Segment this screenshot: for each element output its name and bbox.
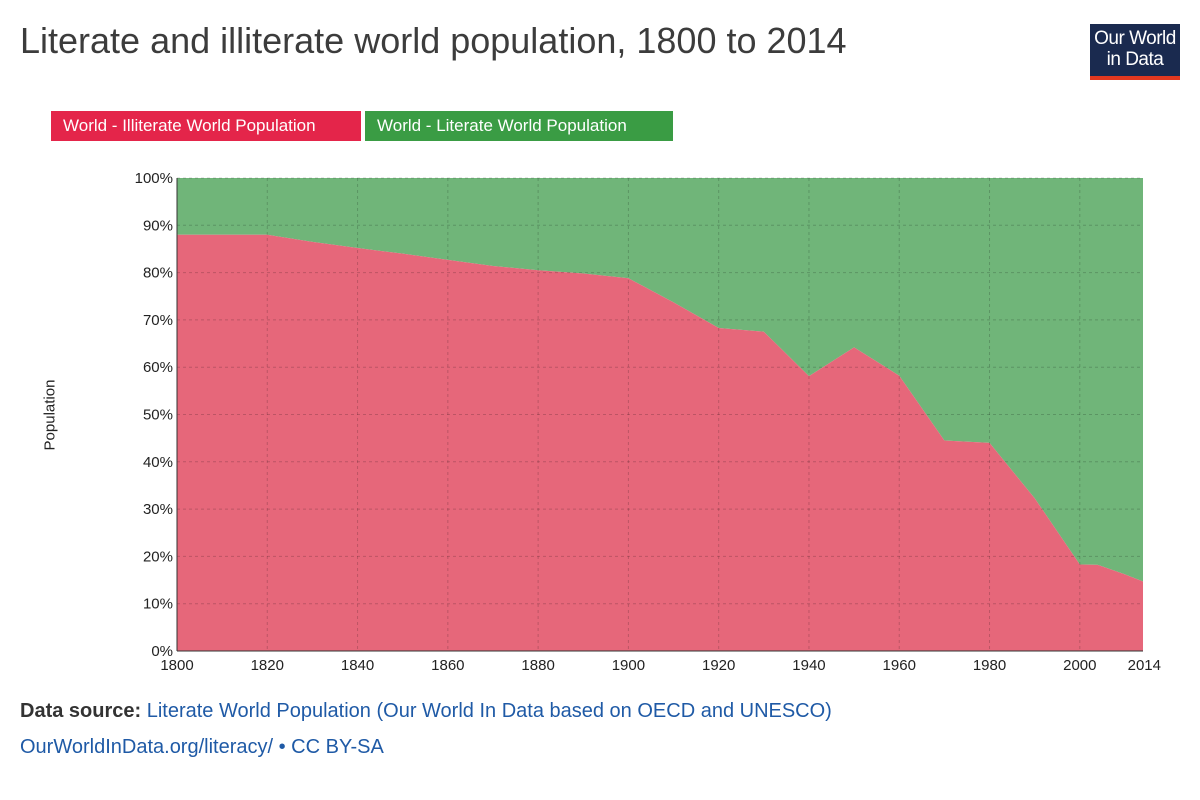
x-tick-label: 2014	[1128, 657, 1161, 674]
x-tick-label: 1900	[612, 657, 645, 674]
x-tick-label: 2000	[1063, 657, 1096, 674]
y-tick-label: 80%	[143, 265, 173, 282]
x-tick-label: 1920	[702, 657, 735, 674]
owid-logo[interactable]: Our World in Data	[1090, 24, 1180, 80]
y-tick-label: 10%	[143, 596, 173, 613]
chart-title: Literate and illiterate world population…	[20, 20, 847, 61]
x-tick-label: 1940	[792, 657, 825, 674]
x-tick-label: 1840	[341, 657, 374, 674]
logo-line-1: Our World	[1094, 28, 1176, 49]
data-source-link[interactable]: Literate World Population (Our World In …	[146, 700, 832, 722]
y-tick-label: 30%	[143, 501, 173, 518]
y-tick-label: 90%	[143, 217, 173, 234]
license-text: • CC BY-SA	[278, 736, 384, 758]
area-literate	[177, 178, 1143, 582]
y-tick-label: 60%	[143, 359, 173, 376]
legend-item-illiterate[interactable]: World - Illiterate World Population	[51, 111, 361, 141]
y-tick-label: 40%	[143, 454, 173, 471]
x-tick-label: 1820	[251, 657, 284, 674]
license-line: OurWorldInData.org/literacy/ • CC BY-SA	[20, 736, 384, 759]
x-tick-label: 1960	[883, 657, 916, 674]
y-tick-label: 50%	[143, 407, 173, 424]
area-illiterate	[177, 234, 1143, 651]
logo-line-2: in Data	[1106, 49, 1164, 70]
data-source-label: Data source:	[20, 700, 142, 722]
y-tick-label: 0%	[151, 643, 173, 660]
data-source: Data source: Literate World Population (…	[20, 700, 832, 723]
x-tick-label: 1800	[160, 657, 193, 674]
y-tick-label: 100%	[135, 170, 173, 187]
owid-url-link[interactable]: OurWorldInData.org/literacy/	[20, 736, 274, 758]
x-tick-label: 1880	[521, 657, 554, 674]
x-tick-label: 1980	[973, 657, 1006, 674]
y-tick-label: 70%	[143, 312, 173, 329]
legend-item-literate[interactable]: World - Literate World Population	[365, 111, 673, 141]
logo-accent-bar	[1090, 76, 1180, 80]
y-tick-label: 20%	[143, 548, 173, 565]
x-tick-label: 1860	[431, 657, 464, 674]
